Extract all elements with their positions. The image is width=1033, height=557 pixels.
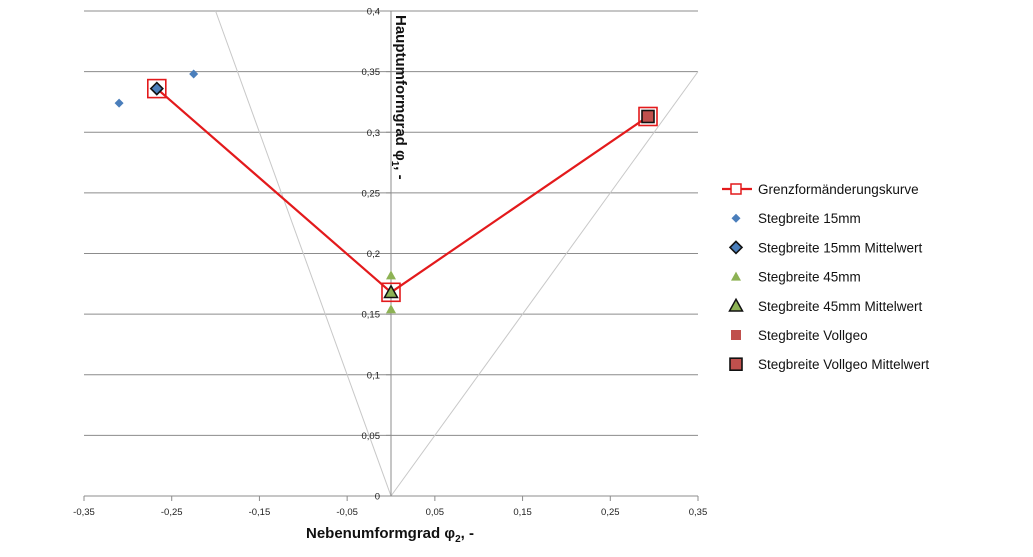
legend-marker-5 [731, 330, 741, 340]
series-6-point-0 [641, 109, 655, 124]
y-axis-title-main: Hauptumformgrad φ [392, 15, 409, 161]
y-tick-label-6: 0,3 [367, 128, 380, 139]
y-axis-title-sub: 1 [389, 161, 400, 167]
y-axis-title: Hauptumformgrad φ1, - [389, 15, 409, 180]
legend: Grenzformänderungskurve Stegbreite 15mm St… [722, 182, 929, 372]
x-tick-label-4: 0,05 [426, 507, 445, 518]
series-2 [149, 81, 164, 96]
x-axis-title-tail: , - [461, 525, 474, 542]
y-tick-label-0: 0 [375, 492, 380, 503]
series-3-point-0 [386, 270, 396, 280]
series-4 [383, 284, 399, 299]
reference-line-1 [390, 71, 699, 497]
x-axis-title-main: Nebenumformgrad φ [306, 525, 455, 542]
legend-label-1: Stegbreite 15mm [758, 211, 861, 226]
legend-label-0: Grenzformänderungskurve [758, 182, 919, 197]
legend-label-3: Stegbreite 45mm [758, 270, 861, 285]
legend-marker-4 [728, 297, 744, 312]
series-0 [147, 78, 658, 303]
x-axis-title-sub: 2 [455, 534, 461, 545]
legend-marker-1 [731, 213, 741, 223]
legend-marker-2 [728, 240, 744, 255]
y-tick-label-5: 0,25 [362, 188, 381, 199]
series-3 [386, 270, 396, 314]
reference-lines [215, 10, 699, 497]
y-tick-label-1: 0,05 [362, 431, 381, 442]
legend-label-5: Stegbreite Vollgeo [758, 328, 868, 343]
x-tick-label-6: 0,25 [601, 507, 620, 518]
x-tick-label-1: -0,25 [161, 507, 183, 518]
series-2-point-0 [149, 81, 164, 96]
x-tick-label-3: -0,05 [336, 507, 358, 518]
series-0-point-2 [638, 106, 658, 127]
x-tick-label-0: -0,35 [73, 507, 95, 518]
legend-label-2: Stegbreite 15mm Mittelwert [758, 240, 923, 255]
legend-marker-0 [730, 183, 742, 195]
x-tick-label-7: 0,35 [689, 507, 708, 518]
x-tick-labels: -0,35 -0,25 -0,15 -0,05 0,05 0,15 0,25 0,35 [73, 496, 707, 518]
series-1 [114, 69, 199, 108]
x-tick-label-2: -0,15 [249, 507, 271, 518]
y-tick-labels: 0 0,05 0,1 0,15 0,2 0,25 0,3 0,35 0,4 [362, 7, 391, 503]
series-3-point-1 [386, 304, 396, 314]
series-4-point-0 [383, 284, 399, 299]
legend-marker-3 [731, 271, 741, 281]
y-tick-label-4: 0,2 [367, 249, 380, 260]
legend-label-6: Stegbreite Vollgeo Mittelwert [758, 357, 929, 372]
legend-label-4: Stegbreite 45mm Mittelwert [758, 299, 923, 314]
y-tick-label-7: 0,35 [362, 67, 381, 78]
plot-marks [114, 69, 658, 314]
series-0-point-0 [147, 78, 167, 99]
legend-marker-6 [729, 357, 743, 372]
y-tick-label-8: 0,4 [367, 7, 380, 18]
x-tick-label-5: 0,15 [513, 507, 532, 518]
y-tick-label-3: 0,15 [362, 310, 381, 321]
reference-line-0 [215, 10, 392, 497]
x-axis-title: Nebenumformgrad φ2, - [306, 525, 474, 545]
series-1-point-1 [189, 69, 199, 79]
series-1-point-0 [114, 98, 124, 108]
series-6 [641, 109, 655, 124]
y-axis-title-tail: , - [392, 166, 409, 179]
y-tick-label-2: 0,1 [367, 370, 380, 381]
series-0-point-1 [381, 282, 401, 303]
